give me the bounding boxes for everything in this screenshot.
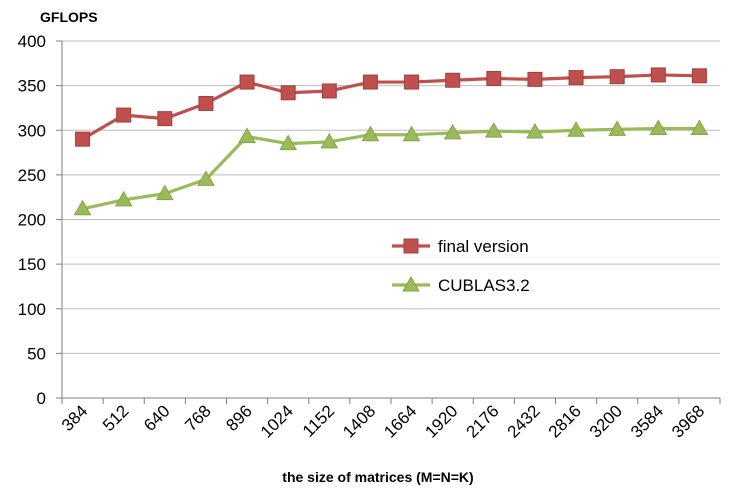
data-point <box>443 123 462 140</box>
data-point <box>280 85 296 101</box>
data-point <box>157 111 173 127</box>
x-tick-label: 1664 <box>380 401 420 441</box>
data-point <box>198 95 214 111</box>
legend: final version CUBLAS3.2 <box>392 237 530 295</box>
x-tick-label: 384 <box>58 401 91 434</box>
data-point <box>404 74 420 90</box>
y-tick-label: 350 <box>18 77 46 96</box>
x-axis-label: the size of matrices (M=N=K) <box>282 469 473 485</box>
legend-label: final version <box>438 237 529 256</box>
data-point <box>526 123 544 139</box>
data-point <box>114 190 133 207</box>
data-point <box>690 119 709 135</box>
data-point <box>239 74 255 90</box>
y-tick-label: 200 <box>18 211 46 230</box>
data-point <box>75 131 91 147</box>
data-point <box>73 199 92 216</box>
x-tick-label: 896 <box>222 401 255 434</box>
data-point <box>279 134 298 151</box>
series-line <box>81 73 700 141</box>
x-tick-label: 512 <box>99 401 132 434</box>
data-point <box>321 83 337 99</box>
legend-item: CUBLAS3.2 <box>392 275 530 295</box>
data-point <box>445 72 461 88</box>
x-tick-label: 3200 <box>586 401 626 441</box>
legend-marker <box>402 275 420 292</box>
x-tick-label: 2432 <box>504 401 544 441</box>
y-tick-label: 0 <box>37 389 46 408</box>
data-point <box>650 67 666 83</box>
series-2 <box>73 119 709 216</box>
data-point <box>362 74 378 90</box>
data-point <box>568 70 584 86</box>
x-tick-label: 1408 <box>339 401 379 441</box>
data-point <box>361 125 380 142</box>
data-point <box>649 119 668 135</box>
x-tick-label: 1920 <box>421 401 461 441</box>
y-axis-label: GFLOPS <box>40 9 98 25</box>
data-point <box>486 70 502 86</box>
x-tick-label: 1024 <box>257 401 297 441</box>
x-tick-label: 640 <box>140 401 173 434</box>
y-tick-label: 300 <box>18 121 46 140</box>
data-point <box>608 120 627 136</box>
data-point <box>567 121 585 137</box>
data-point <box>155 184 174 201</box>
y-tick-label: 150 <box>18 255 46 274</box>
y-tick-label: 250 <box>18 166 46 185</box>
legend-label: CUBLAS3.2 <box>438 276 530 295</box>
x-tick-label: 2176 <box>462 401 502 441</box>
y-tick-label: 50 <box>27 344 46 363</box>
axes <box>56 40 721 404</box>
data-point <box>116 107 132 123</box>
data-point <box>320 132 339 149</box>
series <box>73 67 709 216</box>
gridlines <box>62 40 720 354</box>
x-tick-labels: 384 512 640 768 896 1024 1152 1408 1664 1920 2176 2… <box>58 401 708 441</box>
x-tick-label: 3968 <box>668 401 708 441</box>
x-tick-label: 1152 <box>299 401 338 440</box>
data-point <box>402 125 421 142</box>
series-1 <box>75 67 707 147</box>
y-tick-labels: 0 50 100 150 200 250 300 350 400 <box>18 32 46 408</box>
data-point <box>238 127 256 143</box>
data-point <box>609 69 625 85</box>
data-point <box>484 122 503 138</box>
x-tick-label: 768 <box>181 401 214 434</box>
y-tick-label: 100 <box>18 300 46 319</box>
data-point <box>197 170 215 186</box>
legend-marker <box>403 238 419 254</box>
x-tick-label: 2816 <box>545 401 585 441</box>
data-point <box>691 68 707 84</box>
legend-item: final version <box>392 237 529 256</box>
x-tick-label: 3584 <box>627 401 667 441</box>
data-point <box>527 71 543 87</box>
series-line <box>82 126 700 211</box>
y-tick-label: 400 <box>18 32 46 51</box>
